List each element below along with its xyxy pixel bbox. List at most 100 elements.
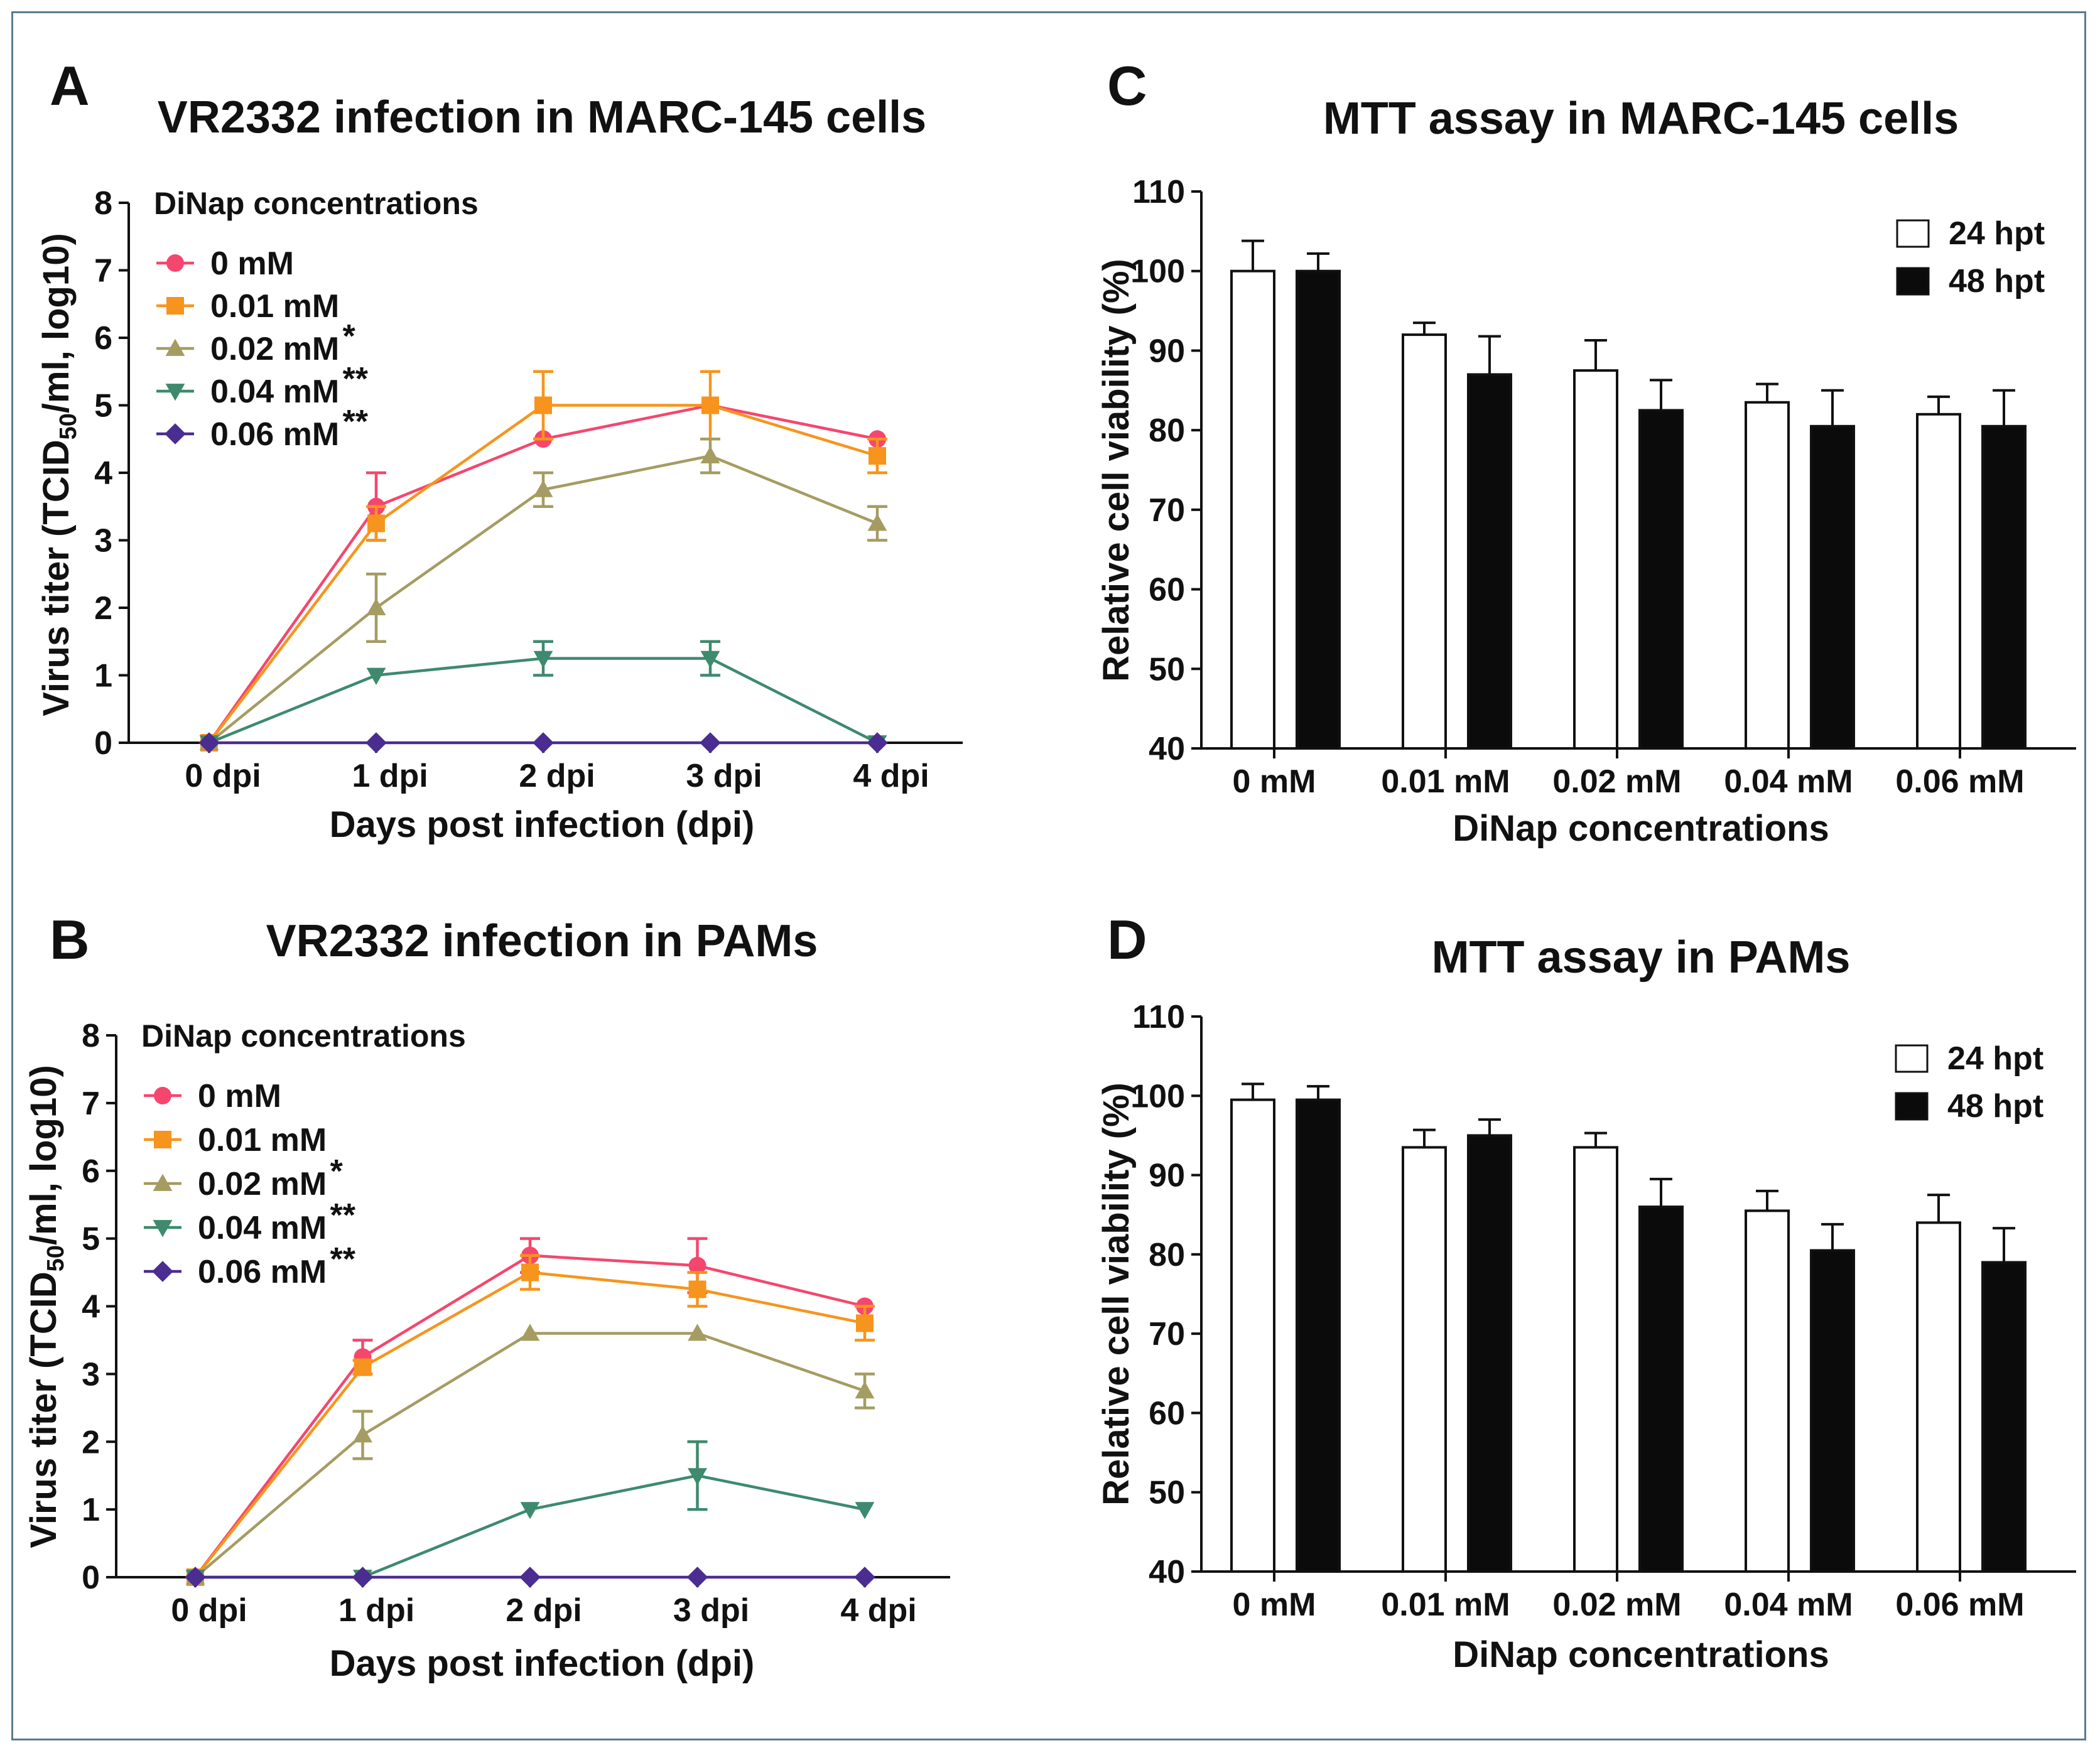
y-tick-label: 60 (1149, 572, 1185, 608)
y-tick-label: 6 (94, 320, 112, 357)
x-tick-label: 4 dpi (840, 1592, 916, 1629)
x-tick-label: 0.02 mM (1552, 763, 1681, 800)
bar (1230, 269, 1275, 750)
x-tick-label: 0 dpi (185, 758, 261, 794)
chart-title: VR2332 infection in PAMs (266, 916, 818, 966)
y-tick-label: 5 (94, 388, 112, 424)
data-point (185, 1567, 206, 1588)
bar (1745, 1209, 1790, 1573)
legend-marker (153, 1220, 173, 1238)
x-tick-label: 2 dpi (519, 758, 595, 794)
legend-swatch (1896, 219, 1930, 248)
legend-marker (165, 423, 186, 445)
panel-letter-a: A (50, 55, 90, 117)
bar (1810, 424, 1855, 750)
chart-d: MTT assay in PAMs 40 50 60 70 80 90 100 110 0 mM 0… (1096, 932, 2076, 1675)
y-tick-label: 8 (94, 185, 112, 222)
y-tick-label: 100 (1130, 1078, 1185, 1114)
legend-label: 0.02 mM (210, 331, 339, 367)
data-point (856, 1314, 874, 1332)
bar (1467, 373, 1512, 750)
legend-swatch (1895, 1044, 1929, 1073)
legend-label: 0.01 mM (198, 1122, 327, 1158)
legend-swatch (1896, 267, 1930, 296)
data-point (688, 1468, 707, 1486)
bar (1296, 269, 1341, 750)
x-tick-label: 0.02 mM (1552, 1587, 1681, 1623)
data-point (700, 732, 721, 753)
y-tick-label: 7 (94, 253, 112, 289)
data-point (365, 732, 387, 753)
y-tick-label: 1 (82, 1492, 100, 1528)
y-tick-label: 8 (82, 1018, 100, 1054)
x-tick-label: 2 dpi (506, 1592, 582, 1629)
bar (1810, 1249, 1855, 1573)
legend-label: 48 hpt (1949, 263, 2045, 299)
x-tick-label: 1 dpi (338, 1592, 414, 1629)
bar (1230, 1098, 1275, 1573)
x-tick-label: 0 mM (1233, 763, 1316, 800)
legend-marker (165, 338, 185, 356)
significance-marker: ** (330, 1197, 356, 1234)
panel-letter-d: D (1107, 909, 1147, 971)
x-axis-label: Days post infection (dpi) (330, 804, 755, 845)
significance-marker: ** (343, 404, 369, 440)
data-point (520, 1502, 540, 1519)
y-tick-label: 3 (82, 1356, 100, 1393)
y-tick-label: 80 (1149, 1237, 1185, 1273)
legend-swatch (1895, 1092, 1929, 1121)
significance-marker: * (343, 318, 356, 355)
data-point (854, 1567, 875, 1588)
x-tick-label: 0 mM (1233, 1587, 1316, 1623)
x-tick-label: 0.01 mM (1381, 763, 1510, 800)
data-point (521, 1263, 539, 1281)
y-tick-label: 4 (94, 455, 112, 492)
data-point (533, 732, 554, 753)
legend-label: 0 mM (198, 1078, 281, 1114)
series-line (194, 1271, 865, 1578)
legend-marker (152, 1261, 173, 1282)
data-point (855, 1381, 875, 1399)
y-tick-label: 80 (1149, 413, 1185, 449)
legend-label: 0.04 mM (198, 1210, 327, 1246)
panel-letter-c: C (1107, 55, 1147, 117)
x-axis-label: DiNap concentrations (1453, 808, 1829, 849)
data-point (700, 446, 720, 464)
data-point (366, 598, 386, 615)
legend-label: 0.06 mM (210, 416, 339, 453)
x-tick-label: 3 dpi (686, 758, 762, 794)
legend-marker (166, 297, 184, 315)
legend-marker (165, 384, 185, 401)
legend-label: 24 hpt (1949, 215, 2045, 252)
x-tick-label: 0.04 mM (1724, 1587, 1853, 1623)
chart-b: VR2332 infection in PAMs 0 1 2 3 4 5 6 7 8 0 dpi 1 … (23, 916, 950, 1684)
y-tick-label: 110 (1132, 174, 1185, 210)
bar (1296, 1098, 1341, 1573)
data-point (366, 667, 386, 685)
chart-c: MTT assay in MARC-145 cells 40 50 60 70 80 90 1… (1096, 94, 2076, 849)
x-tick-label: 3 dpi (673, 1592, 749, 1629)
figure-frame: A VR2332 infection in MARC-145 cells 0 1 2 3… (11, 11, 2086, 1740)
chart-title: MTT assay in MARC-145 cells (1323, 94, 1959, 144)
y-axis-label: Virus titer (TCID50/ml, log10) (36, 233, 82, 716)
x-axis-label: Days post infection (dpi) (330, 1643, 755, 1684)
bar (1916, 413, 1961, 750)
data-point (367, 514, 385, 532)
y-tick-label: 70 (1149, 1316, 1185, 1352)
y-tick-label: 6 (82, 1153, 100, 1190)
y-axis-label: Virus titer (TCID50/ml, log10) (23, 1065, 69, 1548)
x-tick-label: 0 dpi (171, 1592, 247, 1629)
data-point (688, 1256, 706, 1275)
y-tick-label: 4 (82, 1289, 100, 1325)
y-tick-label: 2 (82, 1424, 100, 1460)
y-tick-label: 60 (1149, 1395, 1185, 1432)
y-tick-label: 50 (1149, 1475, 1185, 1511)
data-point (686, 1567, 708, 1588)
legend-label: 24 hpt (1947, 1040, 2043, 1077)
bar (1981, 424, 2027, 750)
y-tick-label: 70 (1149, 492, 1185, 529)
chart-a: VR2332 infection in MARC-145 cells 0 1 2 3 4 5… (36, 92, 963, 845)
bar (1402, 1146, 1447, 1573)
bar (1638, 409, 1684, 750)
legend-marker (154, 1131, 171, 1148)
